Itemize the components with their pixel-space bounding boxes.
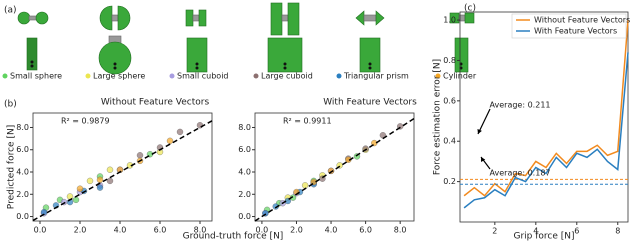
x-tick-label: 2.0 xyxy=(74,226,87,235)
scatter-point xyxy=(72,196,80,203)
x-tick-label: 2.0 xyxy=(290,226,303,235)
y-tick-label: 2.0 xyxy=(238,190,251,199)
x-axis-label: Grip force [N] xyxy=(513,232,574,242)
average-annotation: Average: 0.187 xyxy=(490,169,551,178)
y-tick-label: 8.0 xyxy=(16,123,29,132)
plot-frame xyxy=(254,112,415,222)
legend-label: Small sphere xyxy=(10,72,62,81)
arrow-head xyxy=(477,129,482,134)
scatter-point xyxy=(106,166,114,173)
x-tick-label: 0.0 xyxy=(256,226,269,235)
panel-label: (c) xyxy=(464,4,476,14)
legend-label: Large sphere xyxy=(93,72,145,81)
scatter-point xyxy=(76,185,84,192)
y-tick-label: 6.0 xyxy=(16,145,29,154)
identity-line xyxy=(32,120,213,222)
chart-title: With Feature Vectors xyxy=(323,98,417,108)
y-tick-label: 0.0 xyxy=(16,212,29,221)
y-tick-label: 4.0 xyxy=(16,168,29,177)
x-tick-label: 6.0 xyxy=(359,226,372,235)
identity-line xyxy=(254,117,415,222)
x-tick-label: 8.0 xyxy=(394,226,407,235)
scatter-point xyxy=(176,128,184,136)
y-tick-label: 8.0 xyxy=(238,123,251,132)
x-tick-label: 6.0 xyxy=(154,226,167,235)
legend-label: Triangular prism xyxy=(343,72,409,81)
plot-frame xyxy=(459,11,629,223)
y-tick-label: 1.0 xyxy=(443,16,456,25)
series-line xyxy=(463,20,629,197)
y-axis-label: Force estimation error [N] xyxy=(433,59,443,175)
legend-dot xyxy=(435,73,441,79)
legend-label: Small cuboid xyxy=(177,72,229,81)
y-tick-label: 4.0 xyxy=(238,168,251,177)
y-tick-label: 0.2 xyxy=(443,177,456,186)
panel-label: (b) xyxy=(4,100,17,110)
x-tick-label: 6 xyxy=(574,227,579,236)
x-tick-label: 8 xyxy=(615,227,620,236)
legend-label: With Feature Vectors xyxy=(534,27,617,36)
arrow-head xyxy=(481,157,486,162)
y-tick-label: 0.6 xyxy=(443,96,456,105)
scatter-point xyxy=(86,177,94,185)
x-tick-label: 4.0 xyxy=(325,226,338,235)
scatter-point xyxy=(196,122,204,129)
scatter-point xyxy=(301,182,309,189)
legend-dot xyxy=(85,73,91,79)
y-tick-label: 2.0 xyxy=(16,190,29,199)
plot-frame xyxy=(32,112,213,222)
panel-label: (a) xyxy=(4,6,17,16)
legend-dot xyxy=(169,73,175,79)
legend-dot xyxy=(2,73,8,79)
average-annotation: Average: 0.211 xyxy=(490,101,551,110)
series-line xyxy=(463,52,629,209)
y-tick-label: 0.8 xyxy=(443,56,456,65)
x-axis-label: Ground-truth force [N] xyxy=(183,232,284,242)
scatter-point xyxy=(106,177,114,185)
legend-frame xyxy=(511,13,627,39)
y-tick-label: 0.4 xyxy=(443,137,456,146)
r2-annotation: R² = 0.9911 xyxy=(283,117,332,126)
x-tick-label: 2 xyxy=(492,227,497,236)
x-tick-label: 4.0 xyxy=(114,226,127,235)
r2-annotation: R² = 0.9879 xyxy=(61,117,110,126)
object-illustrations xyxy=(17,2,475,75)
legend-label: Without Feature Vectors xyxy=(534,16,630,25)
scatter-point xyxy=(136,152,144,159)
scatter-point xyxy=(96,176,104,183)
legend-dot xyxy=(336,73,342,79)
y-tick-label: 6.0 xyxy=(238,145,251,154)
legend-dot xyxy=(253,73,259,79)
y-tick-label: 0.0 xyxy=(238,212,251,221)
annotation-arrow xyxy=(477,108,491,135)
x-tick-label: 0.0 xyxy=(34,226,47,235)
scatter-point xyxy=(166,137,174,144)
x-tick-label: 4 xyxy=(533,227,538,236)
y-axis-label: Predicted force [N] xyxy=(7,125,17,209)
legend-label: Large cuboid xyxy=(261,72,313,81)
chart-title: Without Feature Vectors xyxy=(101,98,210,108)
x-tick-label: 8.0 xyxy=(194,226,207,235)
scatter-point xyxy=(96,184,104,191)
